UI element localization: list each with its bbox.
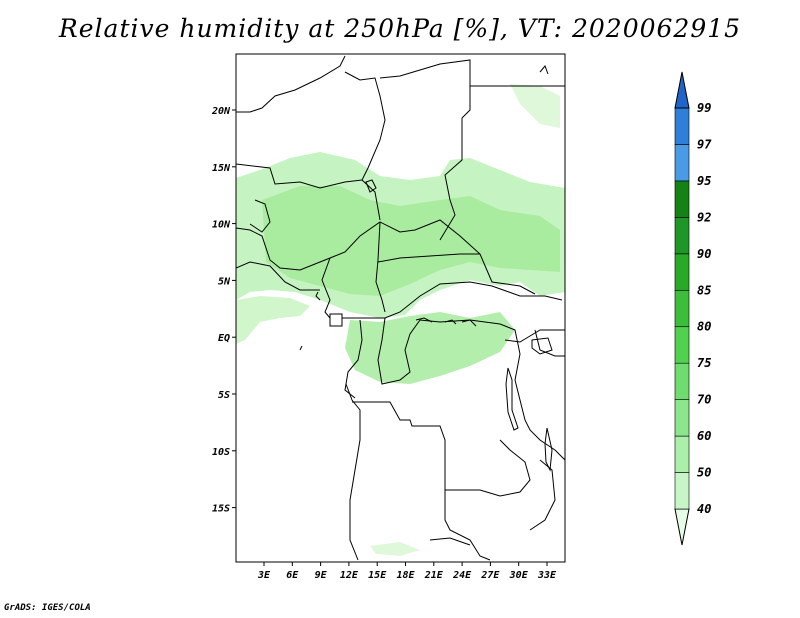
lake-victoria — [531, 337, 553, 355]
lon-label: 15E — [368, 570, 387, 581]
lat-label: 15N — [212, 163, 231, 174]
colorbar-min-triangle — [674, 508, 690, 546]
lake-malawi — [544, 427, 553, 472]
colorbar-label: 80 — [697, 320, 711, 334]
colorbar-bin — [674, 362, 690, 400]
lakes — [365, 179, 553, 472]
colorbar-label: 60 — [697, 429, 711, 443]
colorbar-label: 92 — [697, 210, 711, 224]
lon-label: 18E — [396, 570, 415, 581]
lon-label: 33E — [537, 570, 557, 581]
colorbar: 40 50 60 70 75 80 85 90 92 95 97 99 — [674, 71, 712, 546]
lat-label: 15S — [212, 504, 230, 515]
lon-label: 12E — [340, 570, 359, 581]
lat-label: EQ — [218, 333, 230, 344]
lon-label: 6E — [286, 570, 299, 581]
credit-text: GrADS: IGES/COLA — [4, 603, 91, 613]
colorbar-bin — [674, 435, 690, 473]
lake-tanganyika — [505, 367, 519, 431]
colorbar-label: 85 — [697, 283, 711, 297]
lat-label: 10N — [212, 220, 231, 231]
colorbar-label: 70 — [697, 393, 711, 407]
humidity-patch-ne — [510, 84, 560, 128]
lon-label: 30E — [509, 570, 529, 581]
lon-label: 27E — [480, 570, 500, 581]
colorbar-label: 97 — [697, 137, 712, 151]
humidity-shading — [236, 84, 565, 556]
colorbar-bin — [674, 217, 690, 255]
colorbar-bin — [674, 289, 690, 328]
lake-chad — [365, 179, 377, 193]
colorbar-label: 95 — [697, 174, 711, 188]
latitude-axis: 20N 15N 10N 5N EQ 5S 10S 15S — [211, 106, 236, 515]
humidity-patch-west — [236, 296, 310, 344]
humidity-patch-se — [370, 542, 420, 556]
country-borders — [236, 55, 565, 561]
colorbar-max-triangle — [674, 71, 690, 109]
map-frame — [235, 53, 566, 563]
colorbar-bin — [674, 399, 690, 437]
lon-label: 3E — [257, 570, 271, 581]
lon-label: 24E — [452, 570, 472, 581]
lon-label: 9E — [315, 570, 328, 581]
longitude-axis: 3E 6E 9E 12E 15E 18E 21E 24E 27E 30E 33E — [257, 562, 557, 581]
lon-label: 21E — [424, 570, 444, 581]
lat-label: 20N — [211, 106, 231, 117]
colorbar-bin — [674, 326, 690, 364]
colorbar-label: 75 — [697, 356, 711, 370]
chart-title: Relative humidity at 250hPa [%], VT: 202… — [58, 14, 742, 43]
lat-label: 5N — [218, 276, 231, 287]
lat-label: 5S — [218, 390, 230, 401]
colorbar-bin — [674, 253, 690, 291]
colorbar-bin — [674, 472, 690, 510]
humidity-band-south — [345, 312, 515, 384]
colorbar-label: 40 — [697, 502, 711, 516]
colorbar-bin — [674, 180, 690, 218]
humidity-band-core — [262, 186, 560, 296]
lat-label: 10S — [212, 447, 230, 458]
colorbar-bin — [674, 107, 690, 145]
colorbar-bin — [674, 144, 690, 182]
colorbar-label: 99 — [697, 101, 711, 115]
colorbar-label: 90 — [697, 247, 711, 261]
colorbar-label: 50 — [697, 466, 711, 480]
